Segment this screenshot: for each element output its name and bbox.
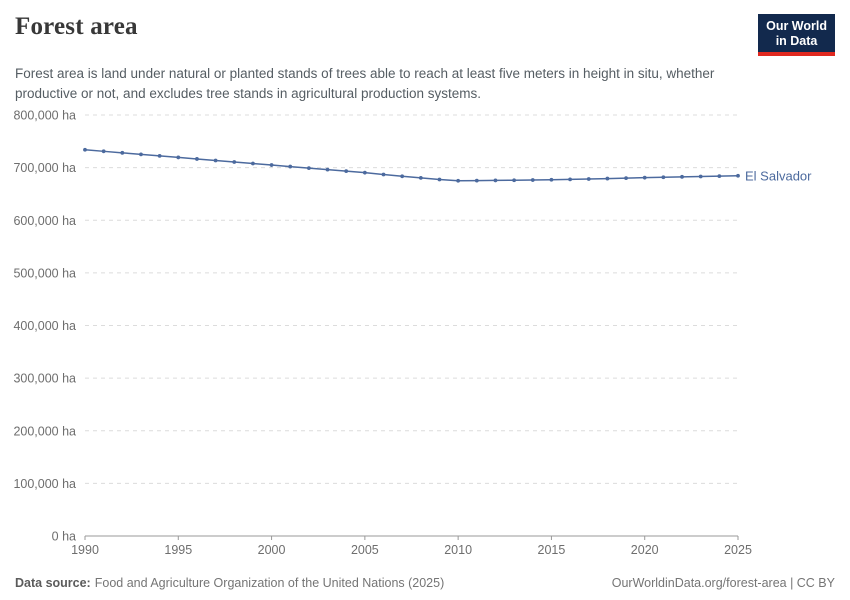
data-source: Data source: Food and Agriculture Organiz… [15,576,444,590]
data-source-label: Data source: [15,576,91,590]
y-axis-tick-label: 0 ha [52,530,76,544]
data-point[interactable] [456,179,461,183]
x-axis-tick-label: 2020 [631,543,659,557]
y-axis-tick-label: 300,000 ha [13,372,76,386]
data-point[interactable] [568,177,572,182]
footer-link[interactable]: OurWorldinData.org/forest-area | CC BY [611,576,835,590]
y-axis-tick-label: 200,000 ha [13,424,76,438]
data-point[interactable] [530,178,535,183]
data-point[interactable] [344,169,349,174]
data-point[interactable] [512,178,517,183]
y-axis-tick-label: 100,000 ha [13,477,76,491]
data-point[interactable] [176,155,181,160]
data-point[interactable] [605,176,610,181]
data-point[interactable] [736,174,740,178]
data-point[interactable] [717,174,722,179]
data-point[interactable] [306,166,311,171]
data-point[interactable] [232,160,237,165]
x-axis-tick-label: 2005 [351,543,379,557]
data-point[interactable] [139,152,143,157]
data-point[interactable] [195,157,199,161]
data-point[interactable] [437,177,442,182]
chart-title: Forest area [15,13,138,40]
data-point[interactable] [269,163,274,168]
data-point[interactable] [586,177,591,182]
data-point[interactable] [120,151,125,155]
data-point[interactable] [642,175,647,180]
x-axis-tick-label: 1995 [164,543,192,557]
x-axis-tick-label: 2000 [258,543,286,557]
data-point[interactable] [381,172,386,177]
logo-line2: in Data [775,34,818,48]
x-axis-tick-label: 2025 [724,543,752,557]
chart-subtitle: Forest area is land under natural or pla… [15,66,715,101]
data-point[interactable] [157,154,162,158]
logo-line1: Our World [766,19,827,33]
data-point[interactable] [101,149,106,154]
data-point[interactable] [680,175,684,179]
line-chart[interactable]: 0 ha 100,000 ha 200,000 ha 300,000 ha 400,00… [0,105,850,560]
data-point[interactable] [400,174,405,179]
data-point[interactable] [213,158,218,163]
data-point[interactable] [549,177,554,182]
y-axis-tick-label: 700,000 ha [13,161,76,175]
chart-footer: Data source: Food and Agriculture Organiz… [15,576,835,590]
y-axis-tick-label: 400,000 ha [13,319,76,333]
data-line[interactable] [84,149,739,182]
data-point[interactable] [325,167,330,172]
owid-logo[interactable]: Our World in Data [758,14,835,56]
data-point[interactable] [493,178,498,183]
data-point[interactable] [624,176,628,181]
data-point[interactable] [418,176,423,180]
x-axis-tick-label: 1990 [71,543,99,557]
x-axis-tick-label: 2015 [538,543,566,557]
data-point[interactable] [474,178,479,183]
data-point[interactable] [251,161,255,166]
entity-label: El Salvador [745,168,812,183]
data-point[interactable] [83,147,87,152]
data-point[interactable] [288,164,293,169]
data-point[interactable] [661,175,666,180]
data-source-text: Food and Agriculture Organization of the… [94,576,445,590]
data-point[interactable] [362,170,367,175]
y-axis-tick-label: 600,000 ha [13,214,76,228]
y-axis-tick-label: 800,000 ha [13,109,76,123]
data-point[interactable] [698,174,703,179]
x-axis-tick-label: 2010 [444,543,472,557]
chart-header: Forest area Our World in Data [0,0,850,56]
y-axis-tick-label: 500,000 ha [13,267,76,281]
chart-area: 0 ha 100,000 ha 200,000 ha 300,000 ha 400,00… [0,105,850,565]
